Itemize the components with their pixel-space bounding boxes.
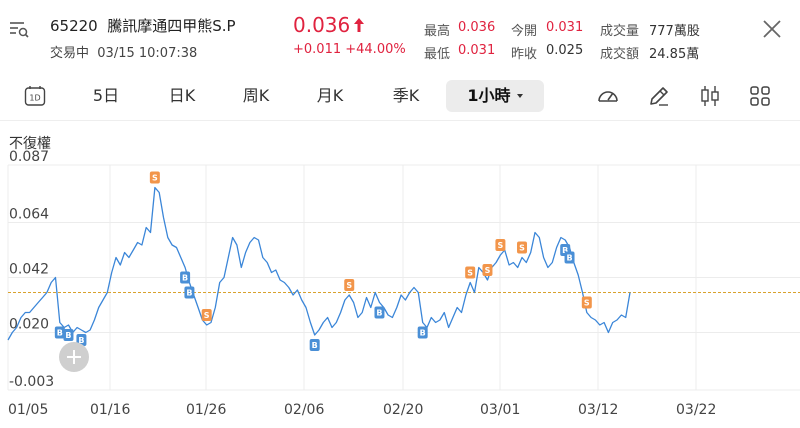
change-percent: +44.00% (345, 42, 406, 57)
y-tick-label: 0.042 (9, 262, 49, 278)
buy-marker (180, 271, 191, 284)
sell-marker-label: S (152, 174, 158, 183)
sell-marker-label: S (498, 241, 504, 250)
sell-marker (344, 279, 355, 291)
buy-marker (374, 306, 385, 319)
price-adjust-label: 不復權 (9, 136, 51, 152)
buy-marker-label: B (186, 289, 192, 298)
speedometer-icon[interactable] (596, 84, 620, 108)
quote-label-prev-close: 昨收 (511, 47, 538, 62)
buy-marker (54, 326, 65, 339)
buy-marker (564, 251, 575, 264)
sell-marker (581, 296, 592, 309)
tab-1d-icon[interactable]: 1D (24, 85, 46, 107)
quote-label-low: 最低 (424, 47, 451, 62)
y-tick-label: 0.064 (9, 207, 49, 223)
quote-value-volume: 777萬股 (649, 24, 700, 39)
sell-marker-label: S (346, 281, 352, 290)
list-search-icon[interactable] (8, 18, 30, 40)
status-datetime: 03/15 10:07:38 (97, 46, 198, 61)
tab-monthly-k[interactable]: 月K (316, 86, 344, 105)
buy-marker-label: B (312, 341, 318, 350)
tab-hourly[interactable]: 1小時 (446, 80, 544, 112)
section-divider (0, 120, 800, 121)
x-tick-label: 01/16 (90, 402, 130, 418)
buy-marker-label: B (182, 274, 188, 283)
quote-label-open: 今開 (511, 24, 538, 39)
sell-marker (495, 239, 506, 251)
buy-marker-label: B (376, 309, 382, 318)
tab-daily-k[interactable]: 日K (168, 86, 196, 105)
x-tick-label: 02/20 (383, 402, 423, 418)
candlestick-icon[interactable] (698, 84, 722, 108)
change-value: +0.011 (293, 42, 342, 57)
sell-marker (482, 264, 493, 276)
x-tick-label: 01/26 (186, 402, 226, 418)
price-series-line (7, 186, 631, 341)
tab-quarterly-k[interactable]: 季K (392, 86, 420, 105)
status-text: 交易中 (50, 46, 90, 61)
sell-marker (517, 241, 528, 254)
quote-label-high: 最高 (424, 24, 451, 39)
x-tick-label: 02/06 (284, 402, 324, 418)
x-tick-label: 03/22 (676, 402, 716, 418)
buy-marker (184, 286, 195, 299)
add-indicator-button[interactable] (59, 342, 89, 372)
sell-marker (465, 266, 476, 279)
x-tick-label: 03/12 (578, 402, 618, 418)
x-tick-label: 01/05 (8, 402, 48, 418)
buy-marker (63, 329, 74, 341)
trading-status: 交易中 03/15 10:07:38 (50, 42, 197, 61)
quote-value-prev-close: 0.025 (546, 43, 584, 58)
tab-5day[interactable]: 5日 (92, 86, 120, 105)
price-change: +0.011 +44.00% (293, 42, 406, 57)
tab-hourly-label: 1小時 (467, 86, 511, 105)
y-tick-label: -0.003 (9, 374, 54, 390)
buy-marker-label: B (566, 254, 572, 263)
period-tabs: 1D 5日 日K 周K 月K 季K 1小時 (0, 80, 800, 112)
sell-marker (201, 309, 212, 321)
stock-title: 65220 騰訊摩通四甲熊S.P (50, 15, 236, 36)
quote-value-turnover: 24.85萬 (649, 47, 700, 62)
buy-marker-label: B (562, 246, 568, 255)
sell-marker-label: S (584, 299, 590, 308)
buy-marker-label: B (420, 329, 426, 338)
pen-icon[interactable] (647, 84, 671, 108)
price-value: 0.036 (293, 13, 351, 37)
buy-marker (309, 339, 320, 351)
sell-marker-label: S (204, 311, 210, 320)
buy-marker-label: B (65, 331, 71, 340)
tab-weekly-k[interactable]: 周K (242, 86, 270, 105)
buy-marker (417, 326, 428, 339)
quote-label-volume: 成交量 (600, 24, 640, 39)
sell-marker-label: S (485, 266, 491, 275)
stock-name: 騰訊摩通四甲熊S.P (107, 17, 236, 35)
sell-marker-label: S (467, 269, 473, 278)
sell-marker-label: S (519, 244, 525, 253)
quote-value-high: 0.036 (458, 20, 496, 35)
y-tick-label: 0.087 (9, 150, 49, 165)
quote-label-turnover: 成交額 (600, 47, 640, 62)
x-tick-label: 03/01 (480, 402, 520, 418)
buy-marker-label: B (78, 336, 84, 345)
buy-marker-label: B (57, 329, 63, 338)
sell-marker (149, 171, 160, 184)
arrow-up-icon (354, 18, 365, 32)
caret-down-icon (516, 94, 523, 98)
last-price: 0.036 (293, 13, 365, 37)
grid-menu-icon[interactable] (748, 84, 772, 108)
close-icon[interactable] (760, 17, 784, 41)
quote-value-low: 0.031 (458, 43, 496, 58)
quote-value-open: 0.031 (546, 20, 584, 35)
stock-code: 65220 (50, 17, 98, 35)
tab-1d-label: 1D (29, 94, 40, 103)
